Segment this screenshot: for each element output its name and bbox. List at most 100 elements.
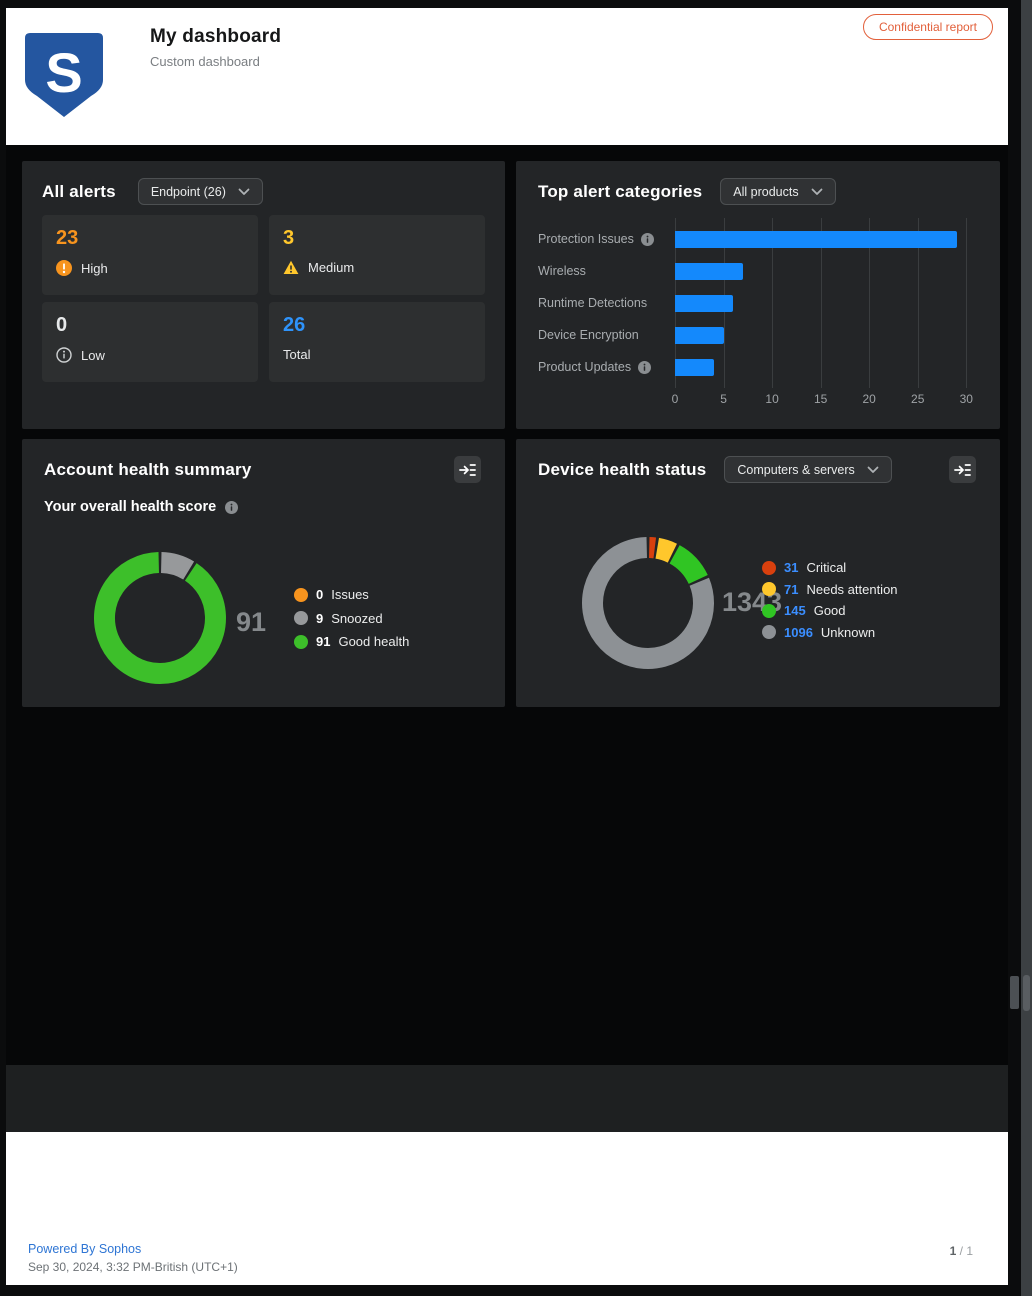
gridline (917, 218, 919, 388)
legend-dot (294, 587, 308, 602)
bar-category-label: Wireless (538, 264, 675, 278)
donut-segment-unknown (582, 537, 714, 669)
x-tick-label: 10 (765, 392, 779, 406)
legend-value: 145 (784, 603, 806, 619)
legend-label: Critical (806, 560, 847, 576)
legend-value: 9 (316, 610, 324, 626)
health-score-value: 91 (236, 607, 267, 637)
drill-in-button[interactable] (949, 456, 976, 483)
bar (675, 358, 714, 376)
legend-value: 71 (784, 581, 799, 597)
x-axis: 0 5 10 15 20 25 30 (538, 383, 976, 409)
x-tick-label: 15 (813, 392, 828, 406)
alert-label-row: Low (56, 347, 244, 363)
donut-segment-needs-attention (655, 537, 677, 563)
page-title: My dashboard (150, 26, 282, 47)
report-page: S My dashboard Custom dashboard Confiden… (6, 8, 1008, 1285)
bar (675, 230, 957, 248)
dropdown-value: Computers & servers (737, 462, 855, 477)
device-health-legend: 31 Critical 71 Needs attention 145 Good 1096 Un… (762, 557, 898, 643)
device-health-status-panel: Device health status Computers & servers (516, 439, 1000, 707)
alert-card: 26 Total (269, 302, 485, 382)
donut-segment-good (669, 545, 708, 585)
device-type-dropdown[interactable]: Computers & servers (724, 456, 892, 483)
info-circle-outline-icon (56, 347, 72, 363)
legend-dot (762, 560, 776, 575)
legend-item: 0 Issues (294, 583, 409, 607)
bar (675, 294, 734, 312)
alert-label: Low (81, 347, 105, 363)
bar (675, 262, 743, 280)
top-alert-categories-title: Top alert categories (538, 181, 703, 201)
alert-count: 23 (56, 227, 79, 249)
info-icon (225, 500, 239, 514)
all-alerts-panel: All alerts Endpoint (26) 23 High 3 Medium 0 L… (22, 161, 505, 429)
alert-count: 26 (283, 314, 306, 336)
legend-value: 1096 (784, 624, 813, 640)
legend-dot (762, 603, 776, 618)
alert-label: High (81, 260, 108, 276)
drill-in-button[interactable] (454, 456, 481, 483)
legend-label: Snoozed (331, 610, 383, 626)
legend-value: 31 (784, 560, 799, 576)
gridline (772, 218, 774, 388)
report-header: S My dashboard Custom dashboard Confiden… (6, 8, 1008, 145)
gridline (966, 218, 968, 388)
legend-label: Good (813, 603, 846, 619)
bar-track (675, 351, 976, 383)
powered-by-sophos-link[interactable]: Powered By Sophos (28, 1242, 142, 1256)
gridline (869, 218, 871, 388)
alert-label-row: High (56, 260, 244, 276)
legend-label: Needs attention (806, 581, 898, 597)
legend-dot (294, 611, 308, 626)
account-health-summary-panel: Account health summary Your overall heal… (22, 439, 505, 707)
dashboard-content: All alerts Endpoint (26) 23 High 3 Medium 0 L… (6, 145, 1008, 1065)
legend-item: 31 Critical (762, 557, 898, 579)
bar-row: Product Updates (538, 351, 976, 383)
legend-value: 0 (316, 587, 324, 603)
endpoint-filter-dropdown[interactable]: Endpoint (26) (137, 178, 263, 205)
legend-label: Issues (331, 587, 369, 603)
window-edge-strip (1021, 0, 1032, 1296)
exclamation-circle-icon (56, 260, 72, 276)
x-tick-label: 5 (720, 392, 727, 406)
bar-track (675, 255, 976, 287)
scrollbar-gutter (1008, 0, 1021, 1296)
outer-scrollbar-thumb[interactable] (1023, 975, 1030, 1011)
bar-row: Wireless (538, 255, 976, 287)
x-tick-label: 20 (862, 392, 876, 406)
legend-item: 9 Snoozed (294, 607, 409, 631)
account-health-donut (93, 552, 226, 684)
inner-scrollbar-thumb[interactable] (1010, 976, 1019, 1009)
page-separator: / (959, 1244, 963, 1258)
chevron-down-icon (238, 188, 250, 196)
bar-track (675, 223, 976, 255)
alert-label-row: Medium (283, 260, 471, 275)
alert-card: 3 Medium (269, 215, 485, 295)
bar-track (675, 287, 976, 319)
legend-item: 1096 Unknown (762, 622, 898, 644)
bar-category-label: Runtime Detections (538, 296, 675, 310)
legend-item: 145 Good (762, 600, 898, 622)
legend-value: 91 (316, 634, 331, 650)
device-health-donut (582, 537, 714, 669)
alert-card: 0 Low (42, 302, 258, 382)
alert-count: 0 (56, 314, 68, 336)
x-tick-label: 0 (671, 392, 679, 406)
x-tick-label: 30 (959, 392, 973, 406)
page-subtitle: Custom dashboard (150, 54, 260, 69)
alert-count: 3 (283, 227, 295, 249)
top-alert-categories-panel: Top alert categories All products Protec… (516, 161, 1000, 429)
donut-segment-good-health (93, 552, 226, 684)
info-icon (640, 232, 654, 246)
dropdown-value: All products (733, 184, 799, 199)
account-health-legend: 0 Issues 9 Snoozed 91 Good health (294, 583, 409, 654)
page-indicator: 1 / 1 (950, 1244, 973, 1258)
device-health-donut (580, 535, 716, 676)
product-filter-dropdown[interactable]: All products (720, 178, 836, 205)
x-tick-label: 25 (911, 392, 925, 406)
total-pages: 1 (966, 1244, 973, 1258)
account-health-title: Account health summary (44, 459, 252, 479)
alert-label: Total (283, 347, 311, 362)
gridline (820, 218, 822, 388)
